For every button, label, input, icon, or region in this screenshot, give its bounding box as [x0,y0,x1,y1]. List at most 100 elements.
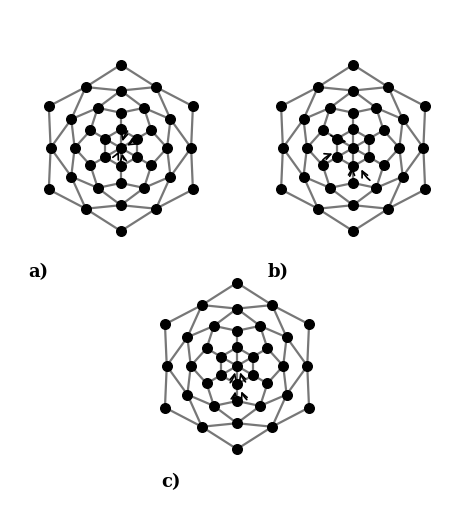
Point [305,320,313,328]
Point [399,115,407,124]
Point [82,83,90,91]
Point [189,185,197,194]
Point [399,172,407,181]
Point [314,83,322,91]
Point [167,172,174,181]
Point [189,102,197,110]
Point [117,61,125,69]
Point [87,161,94,169]
Point [277,185,285,194]
Point [152,83,160,91]
Point [283,333,291,342]
Point [300,172,307,181]
Point [101,135,109,143]
Point [71,144,79,152]
Point [277,102,285,110]
Point [384,204,392,213]
Point [373,184,380,192]
Point [233,343,241,352]
Point [365,153,373,162]
Point [268,301,276,309]
Point [210,402,218,410]
Point [280,362,287,370]
Point [349,162,357,171]
Point [303,362,311,370]
Point [163,144,171,152]
Point [152,204,160,213]
Point [45,102,53,110]
Point [249,353,257,361]
Point [303,144,310,152]
Point [326,103,334,112]
Point [256,322,264,330]
Point [67,172,75,181]
Point [333,135,341,143]
Point [349,125,357,134]
Point [94,184,101,192]
Point [187,144,195,152]
Point [279,144,287,152]
Point [117,125,125,134]
Point [349,61,357,69]
Point [233,304,241,313]
Point [94,103,101,112]
Point [117,109,125,117]
Point [365,135,373,143]
Point [217,371,225,380]
Point [133,135,141,143]
Point [217,353,225,361]
Point [256,402,264,410]
Point [421,102,429,110]
Point [419,144,427,152]
Point [249,371,257,380]
Point [233,326,241,335]
Point [163,362,171,370]
Point [167,115,174,124]
Point [147,161,155,169]
Point [380,126,387,135]
Point [183,333,191,342]
Point [161,403,169,412]
Point [117,87,125,95]
Point [47,144,55,152]
Point [233,397,241,406]
Point [305,403,313,412]
Point [314,204,322,213]
Point [198,301,206,309]
Text: c): c) [161,474,181,492]
Point [349,109,357,117]
Point [140,184,148,192]
Point [333,153,341,162]
Point [233,380,241,389]
Point [349,201,357,210]
Point [133,153,141,162]
Point [233,362,241,370]
Point [319,126,327,135]
Point [384,83,392,91]
Point [210,322,218,330]
Point [117,227,125,235]
Point [140,103,148,112]
Point [183,390,191,399]
Point [203,379,210,388]
Point [147,126,155,135]
Point [349,227,357,235]
Point [117,179,125,187]
Point [233,278,241,287]
Point [319,161,327,169]
Point [45,185,53,194]
Point [203,344,210,353]
Point [198,422,206,431]
Text: b): b) [268,262,289,280]
Point [300,115,307,124]
Point [283,390,291,399]
Point [349,144,357,152]
Point [117,144,125,152]
Point [67,115,75,124]
Point [326,184,334,192]
Point [380,161,387,169]
Point [373,103,380,112]
Point [161,320,169,328]
Point [421,185,429,194]
Point [87,126,94,135]
